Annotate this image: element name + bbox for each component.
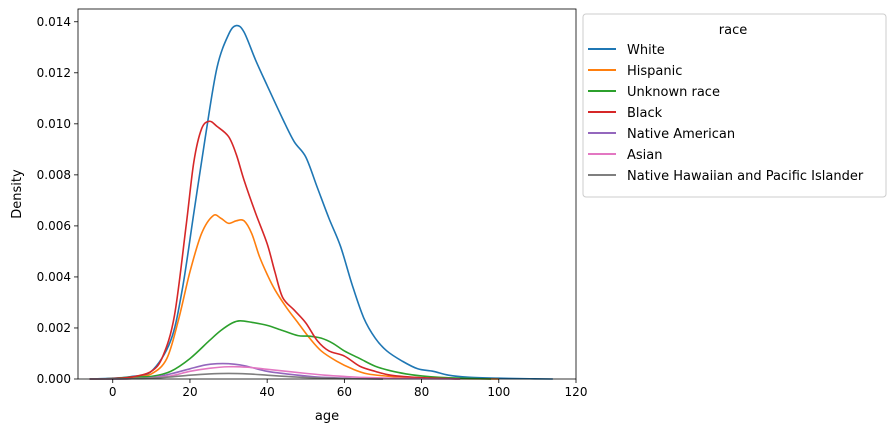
x-axis-ticks: 0 20 40 60 80 100 120 — [109, 379, 588, 399]
y-tick-label: 0.004 — [37, 270, 71, 284]
legend-label-unknown-race: Unknown race — [627, 85, 720, 100]
y-tick-label: 0.002 — [37, 321, 71, 335]
legend-box — [582, 13, 887, 198]
series-line-black — [89, 120, 461, 380]
axes: 0 20 40 60 80 100 120 0.0000.0020.0040.0060.00… — [10, 8, 588, 424]
series-line-native-hawaiian-and-pacific-islander — [89, 372, 383, 380]
density-curves — [89, 24, 553, 380]
y-tick-label: 0.000 — [37, 372, 71, 386]
y-axis-ticks: 0.000 0.002 0.004 0.006 0.008 0.010 0.012 0.014 — [37, 15, 78, 386]
series-line-white — [89, 24, 553, 380]
legend-items: White Hispanic Unknown race Black Native Ame… — [588, 43, 864, 184]
y-tick-label: 0.006 — [37, 219, 71, 233]
plot-frame — [77, 8, 577, 380]
x-tick-label: 60 — [337, 385, 352, 399]
y-tick-label: 0.014 — [37, 15, 71, 29]
legend-label-asian: Asian — [627, 148, 662, 163]
y-tick-label: 0.012 — [37, 66, 71, 80]
legend-label-hispanic: Hispanic — [627, 64, 682, 79]
legend-label-native-hawaiian-and-pacific-islander: Native Hawaiian and Pacific Islander — [627, 169, 864, 184]
x-tick-label: 80 — [414, 385, 429, 399]
x-tick-label: 40 — [260, 385, 275, 399]
legend: race White Hispanic Unknown race Black Nativ… — [582, 13, 887, 198]
x-tick-label: 20 — [182, 385, 197, 399]
legend-label-native-american: Native American — [627, 127, 735, 142]
legend-label-white: White — [627, 43, 665, 58]
series-line-unknown-race — [89, 320, 492, 380]
y-axis-label: Density — [10, 169, 25, 219]
legend-title: race — [719, 23, 747, 38]
x-tick-label: 120 — [565, 385, 588, 399]
legend-label-black: Black — [627, 106, 663, 121]
series-line-hispanic — [89, 214, 499, 380]
y-tick-label: 0.008 — [37, 168, 71, 182]
x-tick-label: 100 — [487, 385, 510, 399]
series-line-native-american — [89, 362, 383, 380]
y-tick-label: 0.010 — [37, 117, 71, 131]
x-axis-label: age — [315, 409, 339, 424]
x-tick-label: 0 — [109, 385, 117, 399]
